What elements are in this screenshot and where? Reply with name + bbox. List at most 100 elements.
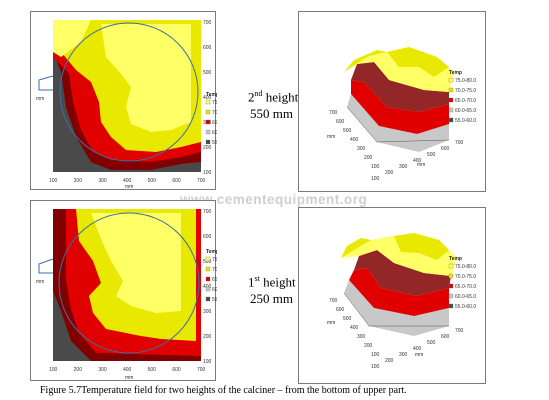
- map-x-tick-label: 600: [172, 178, 181, 184]
- surface-width-tick-label: 400: [413, 158, 422, 164]
- height-ordinal: 1: [248, 274, 255, 290]
- surface-width-tick-label: 300: [399, 352, 408, 358]
- height-word: height: [263, 274, 296, 290]
- surface-width-tick-label: 500: [427, 152, 436, 158]
- map-x-tick-label: 200: [74, 367, 83, 373]
- legend-label: 55.0-60.0: [455, 304, 476, 310]
- legend-swatch: [205, 276, 211, 282]
- surface-width-tick-label: 300: [399, 164, 408, 170]
- surface-depth-tick-label: 300: [357, 334, 366, 340]
- inlet-label: mm: [36, 96, 44, 102]
- legend-item: 70.0-75.0: [448, 87, 476, 94]
- map-y-tick-label: 600: [203, 234, 212, 240]
- legend-item: 60.0-65.0: [205, 129, 217, 136]
- contour-map-250mm: mm 700 600 500 400 300 200 100 100 200 300 400 500…: [30, 200, 217, 381]
- legend-swatch: [448, 117, 454, 123]
- map-x-tick-label: 500: [148, 178, 157, 184]
- legend-label: 75.0-80.0: [212, 100, 217, 106]
- calciner-circle: [58, 212, 200, 354]
- height-value: 550 mm: [250, 106, 293, 122]
- map-x-axis: 100 200 300 400 500 600 700: [49, 178, 206, 184]
- map-y-tick-label: 100: [203, 359, 212, 365]
- surface-depth-axis: 700 600 500 400 300 200 100: [329, 298, 380, 358]
- surface-width-label: mm: [415, 352, 423, 358]
- legend-label: 65.0-70.0: [455, 98, 476, 104]
- legend-label: 75.0-80.0: [212, 257, 217, 263]
- map-x-tick-label: 400: [123, 367, 132, 373]
- legend-label: 65.0-70.0: [212, 120, 217, 126]
- map-x-tick-label: 300: [98, 367, 107, 373]
- surface-depth-tick-label: 600: [336, 307, 345, 313]
- height-word: height: [265, 89, 299, 105]
- legend-label: 60.0-65.0: [455, 294, 476, 300]
- legend-swatch: [205, 129, 211, 135]
- legend-swatch: [448, 107, 454, 113]
- legend-label: 65.0-70.0: [212, 277, 217, 283]
- map-x-tick-label: 100: [49, 367, 58, 373]
- surface-width-axis: 100 200 300 400 500 600 700: [371, 328, 464, 370]
- map-y-tick-label: 200: [203, 145, 212, 151]
- legend-swatch: [448, 273, 454, 279]
- surface-width-tick-label: 600: [441, 334, 450, 340]
- surface-depth-axis: 700 600 500 400 300 200 100: [329, 110, 380, 170]
- height-label-250: 1st height 250 mm: [248, 270, 296, 307]
- legend-swatch: [205, 99, 211, 105]
- surface-width-tick-label: 600: [441, 146, 450, 152]
- map-x-label: mm: [125, 184, 133, 190]
- map-y-tick-label: 700: [203, 209, 212, 215]
- legend-swatch: [205, 256, 211, 262]
- legend-swatch: [205, 139, 211, 145]
- map-x-tick-label: 300: [98, 178, 107, 184]
- surface-depth-tick-label: 500: [343, 316, 352, 322]
- map-y-tick-label: 500: [203, 70, 212, 76]
- legend-label: 60.0-65.0: [212, 130, 217, 136]
- legend-item: 65.0-70.0: [448, 97, 476, 104]
- legend-swatch: [448, 87, 454, 93]
- legend-label: 55.0-60.0: [212, 140, 217, 146]
- map-x-axis: 100 200 300 400 500 600 700: [49, 367, 206, 373]
- legend-item: 65.0-70.0: [448, 283, 476, 290]
- legend-item: 75.0-80.0: [448, 77, 476, 84]
- inlet-duct: [38, 75, 54, 91]
- legend-item: 70.0-75.0: [205, 266, 217, 273]
- surface-width-tick-label: 700: [455, 140, 464, 146]
- legend-swatch: [205, 266, 211, 272]
- surface-plot-250mm: 700 600 500 400 300 200 100 100 200 300 400 500 600…: [298, 207, 486, 384]
- legend-swatch: [205, 119, 211, 125]
- legend-title: Temp: [206, 92, 217, 98]
- calciner-circle: [59, 22, 199, 162]
- map-x-tick-label: 600: [172, 367, 181, 373]
- surface-width-tick-label: 500: [427, 340, 436, 346]
- legend-swatch: [205, 286, 211, 292]
- legend-item: 60.0-65.0: [448, 107, 476, 114]
- surface-depth-tick-label: 200: [364, 343, 373, 349]
- legend-swatch: [205, 109, 211, 115]
- map-x-tick-label: 700: [197, 178, 206, 184]
- surface-legend: Temp 75.0-80.0 70.0-75.0 65.0-70.0 60.0-65.…: [448, 256, 476, 310]
- legend-item: 65.0-70.0: [205, 119, 217, 126]
- surface-depth-tick-label: 400: [350, 325, 359, 331]
- height-suffix: st: [254, 274, 260, 283]
- map-y-tick-label: 700: [203, 20, 212, 26]
- surface-plot-550mm: 700 600 500 400 300 200 100 100 200 300 400 500 600…: [298, 11, 486, 192]
- legend-item: 75.0-80.0: [205, 99, 217, 106]
- legend-swatch: [448, 77, 454, 83]
- legend-swatch: [448, 263, 454, 269]
- contour-map-550mm: mm 700 600 500 400 300 200 100 100 200 300 400 500…: [30, 11, 217, 190]
- surface-depth-tick-label: 400: [350, 137, 359, 143]
- surface-width-tick-label: 700: [455, 328, 464, 334]
- map-x-tick-label: 400: [123, 178, 132, 184]
- surface-depth-label: mm: [327, 320, 335, 326]
- surface-depth-tick-label: 600: [336, 119, 345, 125]
- surface-width-label: mm: [417, 162, 425, 168]
- legend-label: 70.0-75.0: [212, 110, 217, 116]
- surface-depth-tick-label: 100: [371, 352, 380, 358]
- height-suffix: nd: [254, 89, 263, 98]
- contour-map-fill: [53, 20, 201, 172]
- legend-swatch: [448, 293, 454, 299]
- surface-width-axis: 100 200 300 400 500 600 700: [371, 140, 464, 182]
- legend-swatch: [448, 283, 454, 289]
- map-y-tick-label: 300: [203, 309, 212, 315]
- legend-label: 70.0-75.0: [455, 88, 476, 94]
